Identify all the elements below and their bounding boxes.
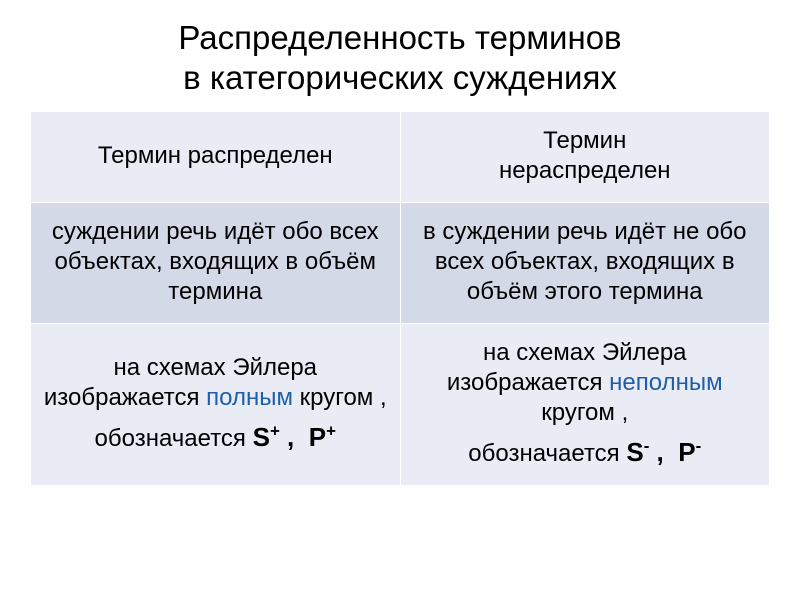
definition-cell-right: в суждении речь идёт не обо всех объекта… xyxy=(400,203,770,324)
title-line-2: в категорических суждениях xyxy=(183,59,617,96)
table-header-row: Термин распределен Термин нераспределен xyxy=(31,112,770,203)
header-cell-undistributed: Термин нераспределен xyxy=(400,112,770,203)
title-line-1: Распределенность терминов xyxy=(178,19,621,56)
slide-title: Распределенность терминов в категорическ… xyxy=(30,18,770,97)
table-definition-row: суждении речь идёт обо всех объектах, вх… xyxy=(31,203,770,324)
notation-cell-left: на схемах Эйлера изображается полным кру… xyxy=(31,324,401,486)
symbols-left: S+ , P+ xyxy=(253,422,336,452)
terms-distribution-table: Термин распределен Термин нераспределен … xyxy=(30,111,770,486)
denote-right-label: обозначается xyxy=(468,440,626,467)
euler-left-rest: кругом , xyxy=(293,384,387,411)
denote-left-label: обозначается xyxy=(95,425,253,452)
spacer xyxy=(411,428,760,436)
header-right-line1: Термин xyxy=(543,127,626,154)
header-cell-distributed: Термин распределен xyxy=(31,112,401,203)
table-notation-row: на схемах Эйлера изображается полным кру… xyxy=(31,324,770,486)
euler-right-highlight: неполным xyxy=(609,369,722,396)
header-left-text: Термин распределен xyxy=(98,142,333,169)
symbols-right: S- , P- xyxy=(626,437,701,467)
header-right-line2: нераспределен xyxy=(499,157,671,184)
spacer xyxy=(41,413,390,421)
euler-right-rest: кругом , xyxy=(541,399,628,426)
euler-left-highlight: полным xyxy=(206,384,293,411)
notation-cell-right: на схемах Эйлера изображается неполным к… xyxy=(400,324,770,486)
definition-cell-left: суждении речь идёт обо всех объектах, вх… xyxy=(31,203,401,324)
